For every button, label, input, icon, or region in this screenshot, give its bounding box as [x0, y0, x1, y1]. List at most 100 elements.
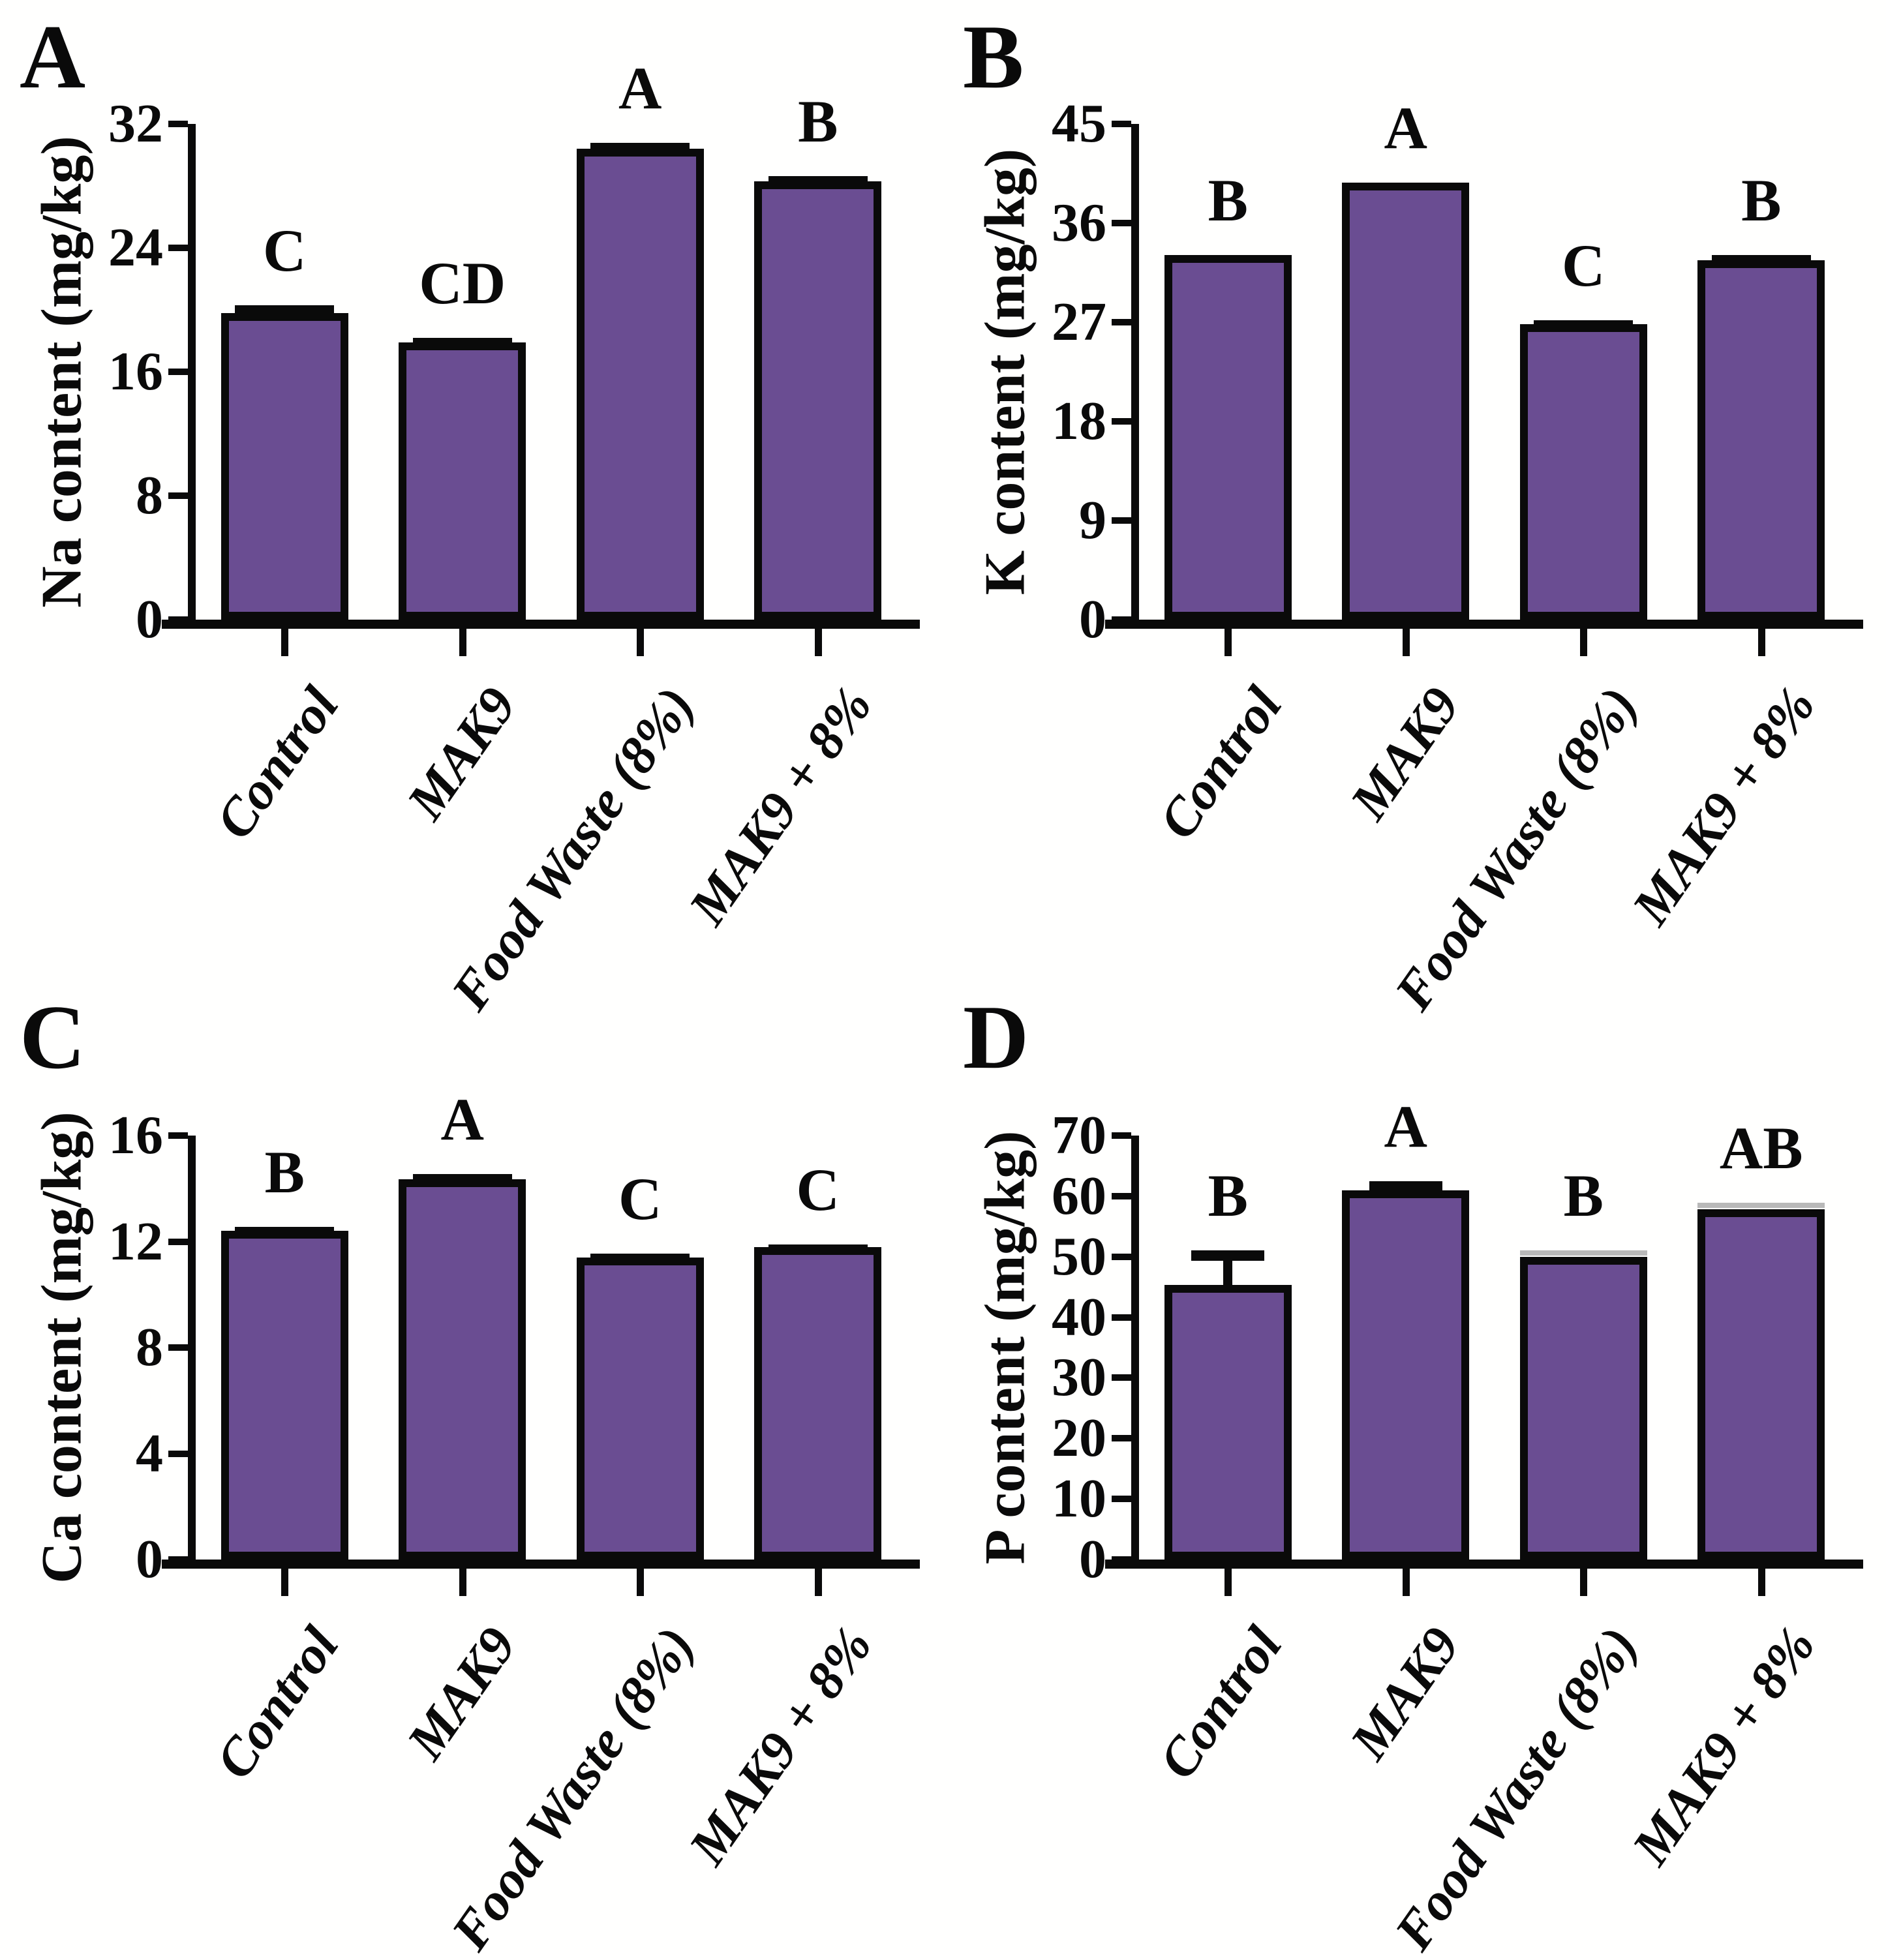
y-tick-label: 0 — [136, 589, 163, 650]
y-tick — [1112, 1253, 1131, 1260]
sig-letter: B — [1208, 166, 1248, 234]
plot-area: 32 24 16 8 0 C Control CD MAK9 A Food Waste (8%) B M… — [0, 0, 943, 1020]
y-tick — [1112, 1132, 1131, 1139]
y-tick — [1112, 418, 1131, 425]
sig-letter: B — [1741, 166, 1782, 234]
bar — [399, 342, 526, 620]
y-tick-label: 18 — [1052, 391, 1106, 451]
x-tick — [1402, 1569, 1410, 1596]
panel-k-content: B K content (mg/kg) 45 36 27 18 9 0 B Control A M… — [943, 0, 1886, 1020]
y-tick — [168, 245, 188, 251]
sig-letter: CD — [419, 249, 506, 316]
y-tick — [1112, 1556, 1131, 1563]
plot-area: 70 60 50 40 30 20 10 0 B Control A MAK9 B Food Waste … — [943, 940, 1886, 1960]
sig-letter: B — [798, 87, 838, 155]
plot-area: 45 36 27 18 9 0 B Control A MAK9 C Food Waste (8%) B… — [943, 0, 1886, 1020]
y-axis-line — [1131, 124, 1139, 629]
error-bar — [1711, 254, 1811, 265]
error-bar — [235, 1227, 335, 1238]
x-tick-label: MAK9 + 8% — [1620, 1616, 1827, 1875]
y-tick — [1112, 319, 1131, 325]
y-tick-label: 4 — [136, 1423, 163, 1484]
error-bar — [768, 1244, 868, 1255]
sig-letter: A — [1384, 94, 1427, 161]
y-tick-label: 20 — [1052, 1408, 1106, 1469]
y-tick — [1112, 1374, 1131, 1381]
x-tick — [459, 1569, 466, 1596]
y-tick — [1112, 616, 1131, 623]
x-axis-line — [1105, 1560, 1863, 1569]
bar — [1164, 254, 1292, 620]
sig-letter: A — [440, 1085, 484, 1153]
y-tick-label: 60 — [1052, 1165, 1106, 1226]
bar — [399, 1179, 526, 1560]
error-bar-cap — [1369, 1181, 1442, 1192]
bar — [1342, 182, 1470, 620]
y-tick-label: 8 — [136, 465, 163, 526]
x-tick — [281, 1569, 289, 1596]
y-tick — [1112, 1496, 1131, 1503]
sig-letter: B — [1563, 1162, 1604, 1229]
y-tick-label: 70 — [1052, 1105, 1106, 1166]
bar — [1697, 1209, 1825, 1560]
panel-p-content: D P content (mg/kg) 70 60 50 40 30 20 10 0 B Cont… — [943, 940, 1886, 1960]
bar — [1519, 324, 1647, 620]
x-tick-label: Control — [1148, 676, 1294, 850]
y-tick — [1112, 1192, 1131, 1199]
error-bar — [768, 175, 868, 187]
panel-letter-a: A — [20, 7, 86, 108]
y-tick-label: 16 — [108, 341, 163, 402]
y-tick — [168, 492, 188, 499]
panel-ca-content: C Ca content (mg/kg) 16 12 8 4 0 B Control A MAK… — [0, 940, 943, 1960]
x-tick — [814, 1569, 822, 1596]
y-tick-label: 45 — [1052, 93, 1106, 154]
error-bar — [235, 305, 335, 317]
error-bar — [412, 1173, 512, 1184]
x-tick — [1757, 629, 1765, 656]
y-tick-label: 8 — [136, 1317, 163, 1378]
y-tick-label: 0 — [136, 1529, 163, 1590]
x-tick — [1580, 629, 1588, 656]
y-tick — [168, 1344, 188, 1351]
y-tick-label: 0 — [1079, 1529, 1106, 1590]
sig-letter: C — [796, 1156, 840, 1223]
sig-letter: C — [618, 1165, 662, 1232]
x-tick-label: MAK9 — [1339, 676, 1472, 830]
x-tick-label: MAK9 + 8% — [1620, 676, 1827, 935]
error-bar-grey — [1697, 1203, 1825, 1209]
y-tick — [168, 1450, 188, 1457]
sig-letter: C — [1562, 232, 1605, 299]
x-tick-label: MAK9 — [1339, 1616, 1472, 1770]
x-tick-label: Control — [204, 676, 350, 850]
error-bar — [590, 1253, 690, 1264]
x-tick — [637, 629, 645, 656]
y-tick-label: 16 — [108, 1105, 163, 1166]
bar — [1342, 1190, 1470, 1560]
panel-letter-d: D — [963, 987, 1029, 1088]
bar — [754, 181, 882, 620]
y-tick-label: 40 — [1052, 1286, 1106, 1348]
bar — [1697, 260, 1825, 620]
y-axis-line — [188, 124, 196, 629]
y-tick-label: 36 — [1052, 192, 1106, 253]
panel-na-content: A Na content (mg/kg) 32 24 16 8 0 C Control CD M… — [0, 0, 943, 1020]
y-tick — [1112, 220, 1131, 226]
y-tick-label: 0 — [1079, 589, 1106, 650]
error-bar-grey — [1519, 1250, 1647, 1256]
x-tick — [1580, 1569, 1588, 1596]
bar — [576, 149, 704, 620]
y-tick — [1112, 1435, 1131, 1442]
y-tick-label: 10 — [1052, 1468, 1106, 1530]
x-tick-label: MAK9 + 8% — [677, 1616, 884, 1875]
y-tick-label: 32 — [108, 93, 163, 154]
bar — [1519, 1256, 1647, 1560]
sig-letter: B — [1208, 1162, 1248, 1229]
y-axis-line — [1131, 1136, 1139, 1569]
y-tick — [168, 616, 188, 623]
y-tick-label: 9 — [1079, 490, 1106, 550]
sig-letter: B — [264, 1139, 305, 1206]
x-axis-line — [162, 620, 920, 629]
x-tick — [1224, 1569, 1232, 1596]
x-tick-label: Control — [1148, 1616, 1294, 1790]
